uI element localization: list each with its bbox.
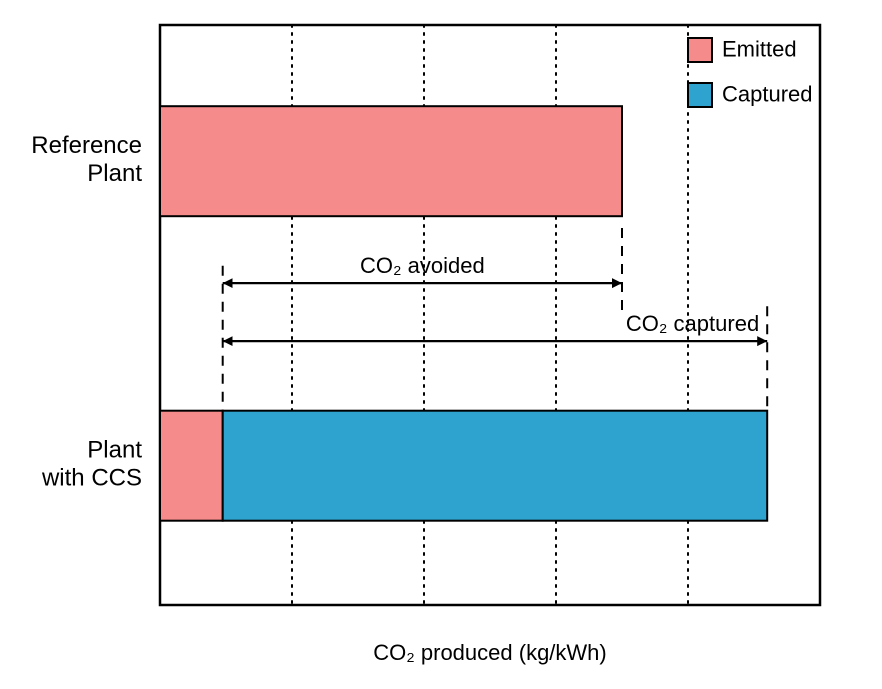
annotation-label: CO₂ avoided bbox=[360, 253, 485, 278]
plant-with-ccs-bar-emitted bbox=[160, 411, 223, 521]
plant-with-ccs-label: Plant bbox=[87, 437, 142, 464]
legend-label: Captured bbox=[722, 82, 813, 107]
reference-plant-label: Plant bbox=[87, 160, 142, 187]
x-axis-label: CO₂ produced (kg/kWh) bbox=[373, 640, 607, 665]
reference-plant-bar-emitted bbox=[160, 106, 622, 216]
legend-swatch-emitted bbox=[688, 38, 712, 62]
legend-label: Emitted bbox=[722, 37, 797, 62]
annotation-label: CO₂ captured bbox=[626, 311, 759, 336]
plant-with-ccs-label: with CCS bbox=[41, 465, 142, 492]
reference-plant-label: Reference bbox=[31, 132, 142, 159]
plant-with-ccs-bar-captured bbox=[223, 411, 768, 521]
legend-swatch-captured bbox=[688, 83, 712, 107]
